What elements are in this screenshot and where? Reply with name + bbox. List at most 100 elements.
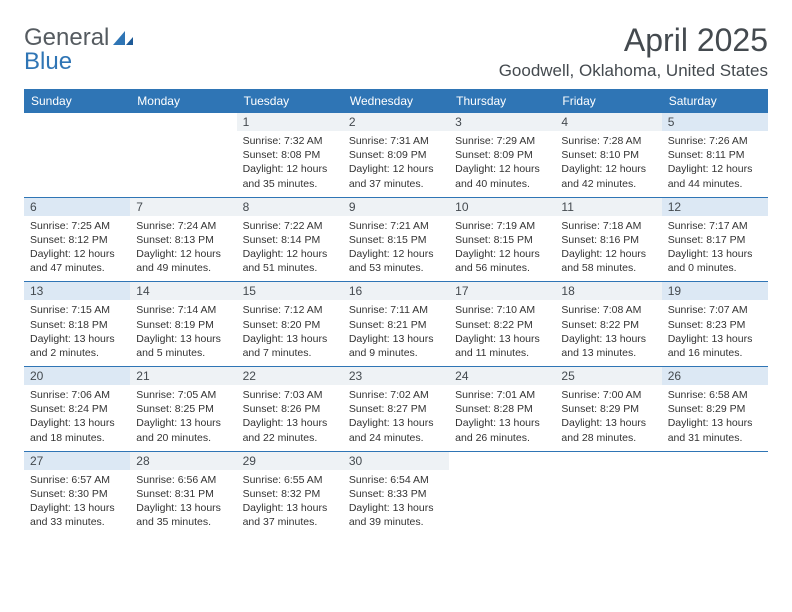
day-number: 22: [237, 367, 343, 385]
day-cell: 1Sunrise: 7:32 AMSunset: 8:08 PMDaylight…: [237, 113, 343, 197]
day-cell: [449, 452, 555, 536]
sunset-text: Sunset: 8:12 PM: [30, 233, 124, 247]
day-cell: [24, 113, 130, 197]
sunset-text: Sunset: 8:29 PM: [668, 402, 762, 416]
daylight-text: Daylight: 12 hours and 58 minutes.: [561, 247, 655, 275]
week-row: 13Sunrise: 7:15 AMSunset: 8:18 PMDayligh…: [24, 281, 768, 366]
day-number: 3: [449, 113, 555, 131]
sunset-text: Sunset: 8:27 PM: [349, 402, 443, 416]
sunrise-text: Sunrise: 7:10 AM: [455, 303, 549, 317]
week-row: 1Sunrise: 7:32 AMSunset: 8:08 PMDaylight…: [24, 113, 768, 197]
day-cell: 20Sunrise: 7:06 AMSunset: 8:24 PMDayligh…: [24, 367, 130, 451]
day-cell: 6 Sunrise: 7:25 AMSunset: 8:12 PMDaylight…: [24, 198, 130, 282]
sunrise-text: Sunrise: 7:32 AM: [243, 134, 337, 148]
daylight-text: Daylight: 12 hours and 49 minutes.: [136, 247, 230, 275]
day-cell: 22Sunrise: 7:03 AMSunset: 8:26 PMDayligh…: [237, 367, 343, 451]
daylight-text: Daylight: 13 hours and 16 minutes.: [668, 332, 762, 360]
sunrise-text: Sunrise: 7:05 AM: [136, 388, 230, 402]
day-cell: 16Sunrise: 7:11 AMSunset: 8:21 PMDayligh…: [343, 282, 449, 366]
day-number: 5: [662, 113, 768, 131]
day-number: 15: [237, 282, 343, 300]
day-cell: 25Sunrise: 7:00 AMSunset: 8:29 PMDayligh…: [555, 367, 661, 451]
sunrise-text: Sunrise: 7:22 AM: [243, 219, 337, 233]
dayhead-wed: Wednesday: [343, 89, 449, 113]
sunrise-text: Sunrise: 6:58 AM: [668, 388, 762, 402]
day-cell: 18Sunrise: 7:08 AMSunset: 8:22 PMDayligh…: [555, 282, 661, 366]
day-cell: 3Sunrise: 7:29 AMSunset: 8:09 PMDaylight…: [449, 113, 555, 197]
day-cell: 4Sunrise: 7:28 AMSunset: 8:10 PMDaylight…: [555, 113, 661, 197]
sunset-text: Sunset: 8:33 PM: [349, 487, 443, 501]
day-cell: 27Sunrise: 6:57 AMSunset: 8:30 PMDayligh…: [24, 452, 130, 536]
day-cell: 9Sunrise: 7:21 AMSunset: 8:15 PMDaylight…: [343, 198, 449, 282]
sunrise-text: Sunrise: 7:02 AM: [349, 388, 443, 402]
day-cell: 10Sunrise: 7:19 AMSunset: 8:15 PMDayligh…: [449, 198, 555, 282]
day-number: 2: [343, 113, 449, 131]
daylight-text: Daylight: 13 hours and 24 minutes.: [349, 416, 443, 444]
daylight-text: Daylight: 13 hours and 22 minutes.: [243, 416, 337, 444]
sunrise-text: Sunrise: 7:26 AM: [668, 134, 762, 148]
sunset-text: Sunset: 8:10 PM: [561, 148, 655, 162]
daylight-text: Daylight: 13 hours and 39 minutes.: [349, 501, 443, 529]
day-cell: 13Sunrise: 7:15 AMSunset: 8:18 PMDayligh…: [24, 282, 130, 366]
daylight-text: Daylight: 12 hours and 37 minutes.: [349, 162, 443, 190]
calendar: Sunday Monday Tuesday Wednesday Thursday…: [24, 89, 768, 535]
sunset-text: Sunset: 8:32 PM: [243, 487, 337, 501]
sunrise-text: Sunrise: 7:11 AM: [349, 303, 443, 317]
day-number: 8: [237, 198, 343, 216]
daylight-text: Daylight: 13 hours and 26 minutes.: [455, 416, 549, 444]
daylight-text: Daylight: 12 hours and 51 minutes.: [243, 247, 337, 275]
sunrise-text: Sunrise: 6:56 AM: [136, 473, 230, 487]
day-cell: 26Sunrise: 6:58 AMSunset: 8:29 PMDayligh…: [662, 367, 768, 451]
day-cell: 21Sunrise: 7:05 AMSunset: 8:25 PMDayligh…: [130, 367, 236, 451]
day-number: 19: [662, 282, 768, 300]
day-number: 6: [24, 198, 130, 216]
sunset-text: Sunset: 8:31 PM: [136, 487, 230, 501]
sunrise-text: Sunrise: 7:07 AM: [668, 303, 762, 317]
day-number: 28: [130, 452, 236, 470]
day-cell: 8Sunrise: 7:22 AMSunset: 8:14 PMDaylight…: [237, 198, 343, 282]
day-cell: 15 Sunrise: 7:12 AMSunset: 8:20 PMDayligh…: [237, 282, 343, 366]
day-cell: [662, 452, 768, 536]
daylight-text: Daylight: 13 hours and 7 minutes.: [243, 332, 337, 360]
dayhead-fri: Friday: [555, 89, 661, 113]
day-cell: 19Sunrise: 7:07 AMSunset: 8:23 PMDayligh…: [662, 282, 768, 366]
day-number: 10: [449, 198, 555, 216]
day-number: 14: [130, 282, 236, 300]
sunrise-text: Sunrise: 6:57 AM: [30, 473, 124, 487]
daylight-text: Daylight: 13 hours and 2 minutes.: [30, 332, 124, 360]
sunrise-text: Sunrise: 6:54 AM: [349, 473, 443, 487]
daylight-text: Daylight: 12 hours and 40 minutes.: [455, 162, 549, 190]
sunrise-text: Sunrise: 7:21 AM: [349, 219, 443, 233]
sunrise-text: Sunrise: 7:28 AM: [561, 134, 655, 148]
daylight-text: Daylight: 13 hours and 28 minutes.: [561, 416, 655, 444]
brand-line2: Blue: [24, 50, 135, 74]
day-number: 20: [24, 367, 130, 385]
sunrise-text: Sunrise: 7:31 AM: [349, 134, 443, 148]
day-cell: 28Sunrise: 6:56 AMSunset: 8:31 PMDayligh…: [130, 452, 236, 536]
sunrise-text: Sunrise: 6:55 AM: [243, 473, 337, 487]
sunset-text: Sunset: 8:09 PM: [455, 148, 549, 162]
day-number: 16: [343, 282, 449, 300]
sunrise-text: Sunrise: 7:01 AM: [455, 388, 549, 402]
sail-icon: [111, 29, 135, 47]
daylight-text: Daylight: 13 hours and 20 minutes.: [136, 416, 230, 444]
daylight-text: Daylight: 12 hours and 42 minutes.: [561, 162, 655, 190]
day-number: 18: [555, 282, 661, 300]
sunrise-text: Sunrise: 7:12 AM: [243, 303, 337, 317]
dayhead-sat: Saturday: [662, 89, 768, 113]
day-cell: 24Sunrise: 7:01 AMSunset: 8:28 PMDayligh…: [449, 367, 555, 451]
sunrise-text: Sunrise: 7:03 AM: [243, 388, 337, 402]
day-cell: [130, 113, 236, 197]
sunrise-text: Sunrise: 7:06 AM: [30, 388, 124, 402]
sunset-text: Sunset: 8:09 PM: [349, 148, 443, 162]
sunrise-text: Sunrise: 7:14 AM: [136, 303, 230, 317]
dayhead-sun: Sunday: [24, 89, 130, 113]
sunrise-text: Sunrise: 7:25 AM: [30, 219, 124, 233]
sunset-text: Sunset: 8:29 PM: [561, 402, 655, 416]
day-cell: 11Sunrise: 7:18 AMSunset: 8:16 PMDayligh…: [555, 198, 661, 282]
daylight-text: Daylight: 13 hours and 11 minutes.: [455, 332, 549, 360]
daylight-text: Daylight: 12 hours and 47 minutes.: [30, 247, 124, 275]
sunset-text: Sunset: 8:20 PM: [243, 318, 337, 332]
daylight-text: Daylight: 13 hours and 0 minutes.: [668, 247, 762, 275]
sunset-text: Sunset: 8:28 PM: [455, 402, 549, 416]
